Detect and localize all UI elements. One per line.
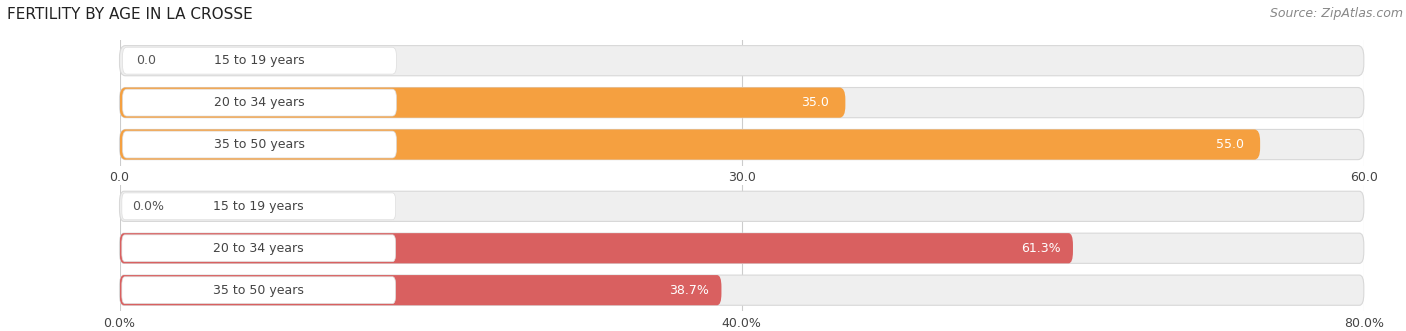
FancyBboxPatch shape: [122, 131, 396, 158]
FancyBboxPatch shape: [120, 275, 1364, 305]
FancyBboxPatch shape: [120, 87, 1364, 118]
Text: 15 to 19 years: 15 to 19 years: [214, 54, 305, 67]
Text: 15 to 19 years: 15 to 19 years: [214, 200, 304, 213]
Text: FERTILITY BY AGE IN LA CROSSE: FERTILITY BY AGE IN LA CROSSE: [7, 7, 253, 22]
FancyBboxPatch shape: [120, 233, 1073, 263]
FancyBboxPatch shape: [122, 193, 395, 220]
Text: 35.0: 35.0: [801, 96, 828, 109]
FancyBboxPatch shape: [122, 235, 395, 262]
FancyBboxPatch shape: [120, 129, 1260, 160]
Text: 35 to 50 years: 35 to 50 years: [214, 284, 304, 297]
Text: 38.7%: 38.7%: [669, 284, 709, 297]
FancyBboxPatch shape: [120, 87, 845, 118]
Text: 20 to 34 years: 20 to 34 years: [214, 242, 304, 255]
FancyBboxPatch shape: [122, 47, 396, 74]
FancyBboxPatch shape: [122, 277, 395, 304]
FancyBboxPatch shape: [120, 233, 1364, 263]
Text: 61.3%: 61.3%: [1021, 242, 1060, 255]
Text: Source: ZipAtlas.com: Source: ZipAtlas.com: [1270, 7, 1403, 20]
FancyBboxPatch shape: [122, 89, 396, 116]
Text: 20 to 34 years: 20 to 34 years: [214, 96, 305, 109]
Text: 0.0%: 0.0%: [132, 200, 165, 213]
Text: 55.0: 55.0: [1216, 138, 1243, 151]
Text: 35 to 50 years: 35 to 50 years: [214, 138, 305, 151]
Text: 0.0: 0.0: [136, 54, 156, 67]
FancyBboxPatch shape: [120, 129, 1364, 160]
FancyBboxPatch shape: [120, 191, 1364, 221]
FancyBboxPatch shape: [120, 46, 1364, 76]
FancyBboxPatch shape: [120, 275, 721, 305]
